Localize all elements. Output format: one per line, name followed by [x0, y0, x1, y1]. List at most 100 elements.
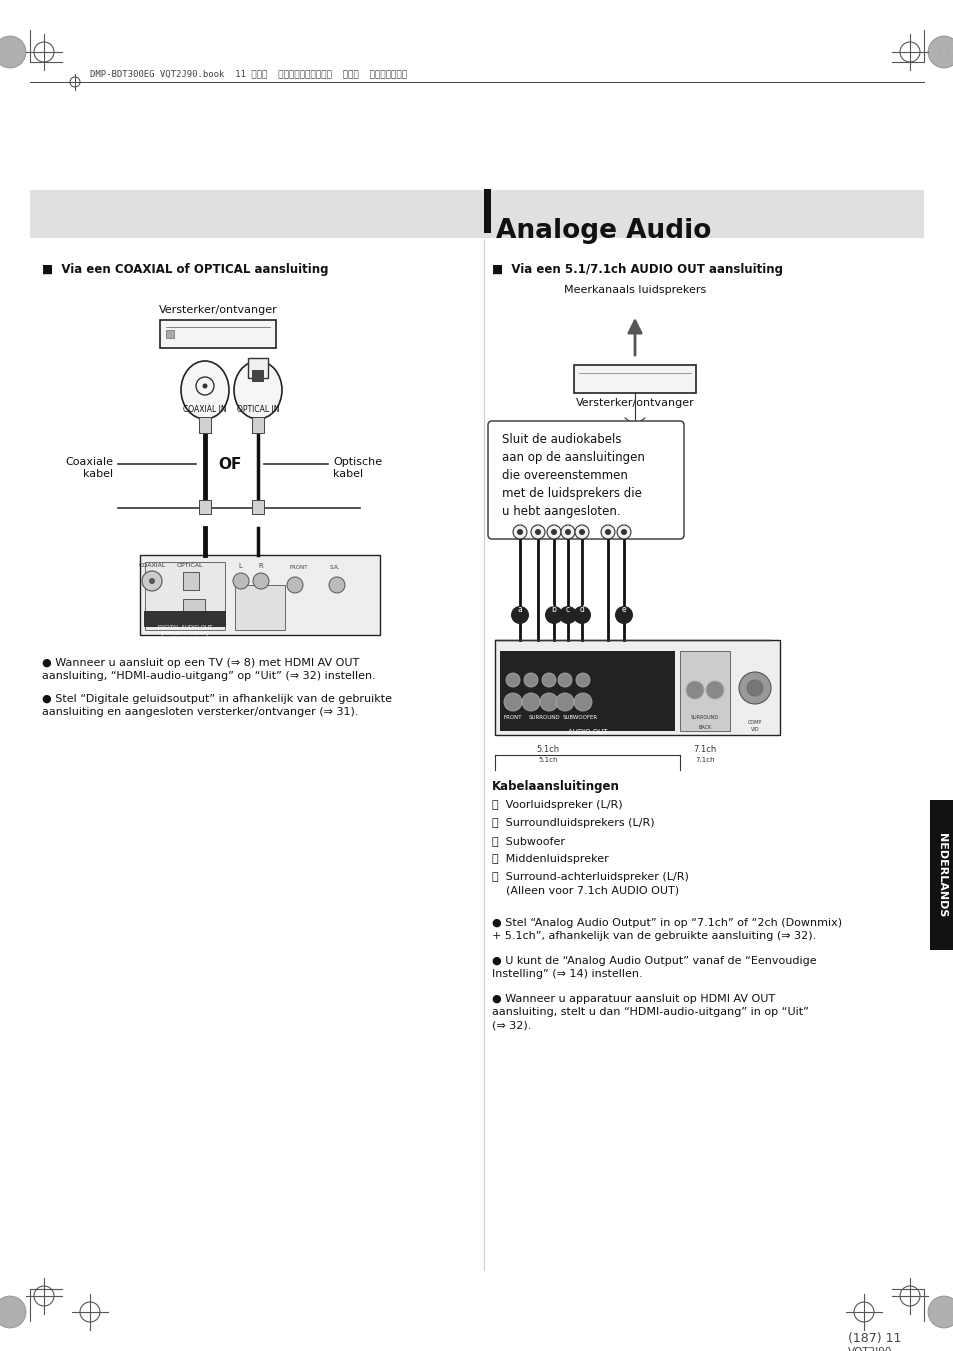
Circle shape [560, 526, 575, 539]
Text: 5.1ch: 5.1ch [536, 744, 559, 754]
Text: ■  Via een COAXIAL of OPTICAL aansluiting: ■ Via een COAXIAL of OPTICAL aansluiting [42, 263, 328, 276]
Text: ● Wanneer u aansluit op een TV (⇒ 8) met HDMI AV OUT
aansluiting, “HDMI-audio-ui: ● Wanneer u aansluit op een TV (⇒ 8) met… [42, 658, 375, 681]
Circle shape [546, 526, 560, 539]
Text: Kabelaansluitingen: Kabelaansluitingen [492, 780, 619, 793]
Circle shape [0, 1296, 26, 1328]
Text: Optische
kabel: Optische kabel [333, 457, 382, 478]
Text: OPTICAL IN: OPTICAL IN [236, 405, 279, 413]
Circle shape [604, 530, 610, 535]
Bar [234, 585, 285, 630]
Text: Meerkanaals luidsprekers: Meerkanaals luidsprekers [563, 285, 705, 295]
Text: d: d [579, 605, 584, 615]
Text: Coaxiale
kabel: Coaxiale kabel [65, 457, 112, 478]
Text: 7.1ch: 7.1ch [693, 744, 716, 754]
Circle shape [620, 530, 626, 535]
Bar [140, 555, 379, 635]
Circle shape [0, 36, 26, 68]
Ellipse shape [233, 361, 282, 419]
Bar [574, 365, 696, 393]
Circle shape [600, 526, 615, 539]
Bar [929, 800, 953, 950]
Circle shape [746, 680, 762, 696]
Circle shape [617, 526, 630, 539]
Text: OF: OF [218, 457, 241, 471]
Circle shape [558, 673, 572, 688]
Text: ■  Via een 5.1/7.1ch AUDIO OUT aansluiting: ■ Via een 5.1/7.1ch AUDIO OUT aansluitin… [492, 263, 782, 276]
Circle shape [541, 673, 556, 688]
Bar [183, 571, 199, 590]
Circle shape [287, 577, 303, 593]
Circle shape [578, 530, 584, 535]
Circle shape [705, 681, 723, 698]
Text: ● Wanneer u apparatuur aansluit op HDMI AV OUT
aansluiting, stelt u dan “HDMI-au: ● Wanneer u apparatuur aansluit op HDMI … [492, 994, 808, 1031]
Bar [30, 190, 923, 238]
Text: Ⓐ  Voorluidspreker (L/R): Ⓐ Voorluidspreker (L/R) [492, 800, 622, 811]
Circle shape [513, 526, 526, 539]
Circle shape [202, 384, 208, 389]
Bar [483, 189, 491, 232]
Text: ● Stel “Digitale geluidsoutput” in afhankelijk van de gebruikte
aansluiting en a: ● Stel “Digitale geluidsoutput” in afhan… [42, 694, 392, 717]
Text: DIGITAL AUDIO OUT
(PCM/BITSTREAM): DIGITAL AUDIO OUT (PCM/BITSTREAM) [157, 626, 212, 636]
Bar [144, 611, 226, 627]
Text: FRONT: FRONT [290, 565, 308, 570]
Bar [499, 651, 675, 731]
Text: COAXIAL IN: COAXIAL IN [183, 405, 227, 413]
Bar [679, 651, 729, 731]
Circle shape [556, 693, 574, 711]
Circle shape [253, 573, 269, 589]
Text: COMP: COMP [747, 720, 761, 725]
Circle shape [927, 36, 953, 68]
Circle shape [544, 607, 562, 624]
Circle shape [574, 693, 592, 711]
Circle shape [521, 693, 539, 711]
Bar [183, 598, 205, 613]
Text: FRONT: FRONT [503, 715, 521, 720]
Circle shape [558, 607, 577, 624]
Text: L: L [237, 563, 242, 569]
Text: Ⓓ  Middenluidspreker: Ⓓ Middenluidspreker [492, 854, 608, 865]
Circle shape [535, 530, 540, 535]
Circle shape [615, 607, 633, 624]
Text: Versterker/ontvanger: Versterker/ontvanger [158, 305, 277, 315]
Text: VID: VID [750, 727, 759, 732]
Text: OPTICAL: OPTICAL [176, 563, 203, 567]
Circle shape [503, 693, 521, 711]
Circle shape [511, 607, 529, 624]
Text: b: b [551, 605, 556, 615]
Text: Versterker/ontvanger: Versterker/ontvanger [575, 399, 694, 408]
Text: Ⓔ  Surround-achterluidspreker (L/R)
    (Alleen voor 7.1ch AUDIO OUT): Ⓔ Surround-achterluidspreker (L/R) (Alle… [492, 871, 688, 896]
Circle shape [539, 693, 558, 711]
Ellipse shape [181, 361, 229, 419]
Bar [495, 640, 780, 735]
Text: Ⓒ  Subwoofer: Ⓒ Subwoofer [492, 836, 564, 846]
Polygon shape [199, 412, 211, 424]
Text: AUDIO OUT: AUDIO OUT [568, 730, 607, 735]
Circle shape [329, 577, 345, 593]
Circle shape [564, 530, 571, 535]
Text: 5.1ch: 5.1ch [537, 757, 558, 763]
Text: DMP-BDT300EG VQT2J90.book  11 ページ  ２０１０年３月１２日  金曜日  午後６時５５分: DMP-BDT300EG VQT2J90.book 11 ページ ２０１０年３月… [90, 69, 407, 78]
Text: ● U kunt de “Analog Audio Output” vanaf de “Eenvoudige
Instelling” (⇒ 14) instel: ● U kunt de “Analog Audio Output” vanaf … [492, 957, 816, 979]
Text: COAXIAL: COAXIAL [138, 563, 166, 567]
Circle shape [576, 673, 589, 688]
Bar [248, 358, 268, 378]
Text: 7.1ch: 7.1ch [695, 757, 714, 763]
FancyBboxPatch shape [488, 422, 683, 539]
Text: SURROUND: SURROUND [528, 715, 559, 720]
Text: SURROUND: SURROUND [690, 715, 719, 720]
Text: ● Stel “Analog Audio Output” in op “7.1ch” of “2ch (Downmix)
+ 5.1ch”, afhankeli: ● Stel “Analog Audio Output” in op “7.1c… [492, 917, 841, 942]
Bar [252, 500, 264, 513]
Bar [252, 417, 264, 434]
Text: S.R.: S.R. [330, 565, 340, 570]
Circle shape [551, 530, 557, 535]
Text: VQT2J90: VQT2J90 [847, 1347, 891, 1351]
Text: NEDERLANDS: NEDERLANDS [936, 832, 946, 917]
Text: e: e [621, 605, 626, 615]
Text: Analoge Audio: Analoge Audio [496, 218, 711, 245]
Circle shape [233, 573, 249, 589]
Bar [145, 562, 225, 630]
Circle shape [149, 578, 154, 584]
Text: (187) 11: (187) 11 [847, 1332, 901, 1346]
Text: BACK: BACK [698, 725, 711, 730]
Text: a: a [517, 605, 522, 615]
